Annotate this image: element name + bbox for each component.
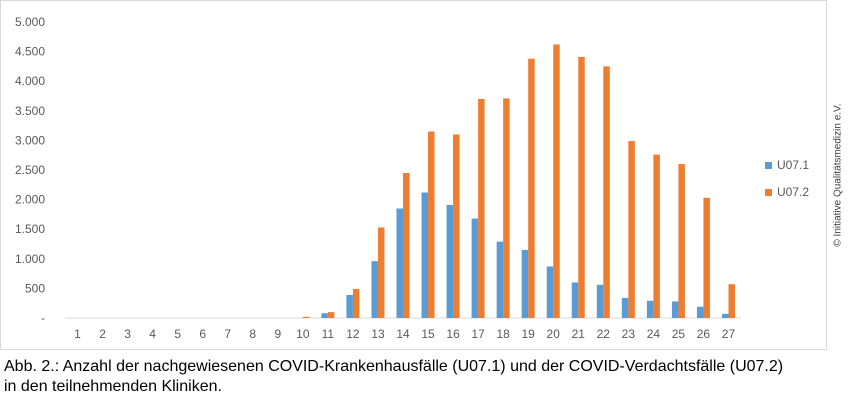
bar-u07-2 — [453, 134, 460, 318]
x-tick-label: 21 — [572, 327, 586, 341]
bar-u07-2 — [327, 312, 335, 318]
x-tick-label: 25 — [672, 327, 686, 341]
x-tick-label: 13 — [371, 327, 385, 341]
bar-u07-1 — [521, 249, 529, 318]
bar-chart: - 500 1.000 1.500 2.000 2.500 3.000 3.500 4.000 4… — [15, 15, 809, 341]
legend-label-u07-2: U07.2 — [777, 185, 809, 199]
x-tick-label: 27 — [722, 327, 736, 341]
x-tick-label: 12 — [346, 327, 360, 341]
x-tick-label: 18 — [496, 327, 510, 341]
y-tick-label: 2.500 — [15, 163, 45, 177]
y-tick-label: 5.000 — [15, 15, 45, 29]
bar-u07-1 — [596, 284, 604, 318]
legend-label-u07-1: U07.1 — [777, 158, 809, 172]
bar-u07-1 — [696, 306, 704, 318]
bar-u07-2 — [352, 288, 360, 318]
y-tick-label: 1.000 — [15, 252, 45, 266]
bar-u07-2 — [478, 98, 485, 319]
bar-u07-2 — [553, 44, 560, 318]
bar-u07-1 — [671, 301, 679, 318]
bar-u07-1 — [721, 313, 729, 318]
bar-u07-2 — [628, 140, 635, 318]
bar-u07-2 — [377, 227, 385, 318]
x-tick-label: 3 — [124, 327, 131, 341]
y-tick-label: 1.500 — [15, 222, 45, 236]
x-tick-label: 23 — [622, 327, 636, 341]
x-tick-label: 1 — [74, 327, 81, 341]
caption-line-2: in den teilnehmenden Kliniken. — [4, 378, 222, 395]
y-tick-label: 3.000 — [15, 133, 45, 147]
bar-u07-1 — [346, 294, 353, 318]
x-tick-label: 10 — [296, 327, 310, 341]
x-tick-label: 16 — [446, 327, 460, 341]
bar-u07-2 — [503, 98, 510, 318]
x-tick-label: 15 — [421, 327, 435, 341]
x-tick-label: 7 — [224, 327, 231, 341]
bar-u07-1 — [571, 282, 579, 318]
bar-u07-1 — [621, 297, 629, 318]
bar-u07-2 — [403, 172, 410, 318]
x-tick-label: 5 — [174, 327, 181, 341]
bar-u07-2 — [678, 164, 685, 318]
x-tick-label: 14 — [396, 327, 410, 341]
legend-swatch-u07-2 — [765, 189, 772, 196]
bar-u07-1 — [496, 241, 504, 318]
y-tick-label: 2.000 — [15, 193, 45, 207]
bar-u07-2 — [578, 56, 585, 318]
bar-u07-1 — [471, 218, 479, 318]
y-tick-label: 3.500 — [15, 104, 45, 118]
bar-u07-1 — [421, 192, 429, 318]
x-tick-label: 11 — [322, 327, 335, 341]
bar-u07-1 — [646, 300, 654, 318]
x-tick-label: 9 — [274, 327, 281, 341]
bar-u07-2 — [653, 154, 660, 318]
y-tick-label: 4.500 — [15, 45, 45, 59]
x-tick-label: 6 — [199, 327, 206, 341]
chart-frame — [0, 0, 827, 350]
y-tick-label: 4.000 — [15, 74, 45, 88]
figure-caption: Abb. 2.: Anzahl der nachgewiesenen COVID… — [4, 357, 834, 397]
y-tick-label: - — [41, 311, 45, 325]
legend-swatch-u07-1 — [765, 162, 772, 169]
bar-u07-2 — [428, 131, 435, 318]
x-tick-label: 2 — [99, 327, 106, 341]
bar-u07-1 — [546, 266, 554, 318]
bar-u07-1 — [321, 313, 328, 318]
y-tick-label: 500 — [25, 281, 45, 295]
x-tick-label: 22 — [597, 327, 611, 341]
copyright-notice: © Initiative Qualitätsmedizin e.V. — [832, 103, 844, 247]
bar-u07-2 — [603, 66, 610, 319]
x-tick-label: 26 — [697, 327, 711, 341]
x-tick-label: 20 — [547, 327, 561, 341]
bar-u07-2 — [728, 284, 735, 318]
caption-line-1: Abb. 2.: Anzahl der nachgewiesenen COVID… — [4, 358, 784, 375]
x-tick-label: 24 — [647, 327, 661, 341]
x-tick-label: 19 — [522, 327, 536, 341]
x-tick-label: 8 — [249, 327, 256, 341]
x-tick-label: 4 — [149, 327, 156, 341]
bar-u07-1 — [396, 208, 403, 318]
bar-u07-2 — [302, 316, 310, 318]
bar-u07-2 — [703, 197, 710, 318]
bar-u07-1 — [446, 204, 454, 318]
bar-u07-2 — [528, 58, 535, 318]
bar-u07-1 — [371, 261, 378, 318]
x-tick-label: 17 — [471, 327, 485, 341]
